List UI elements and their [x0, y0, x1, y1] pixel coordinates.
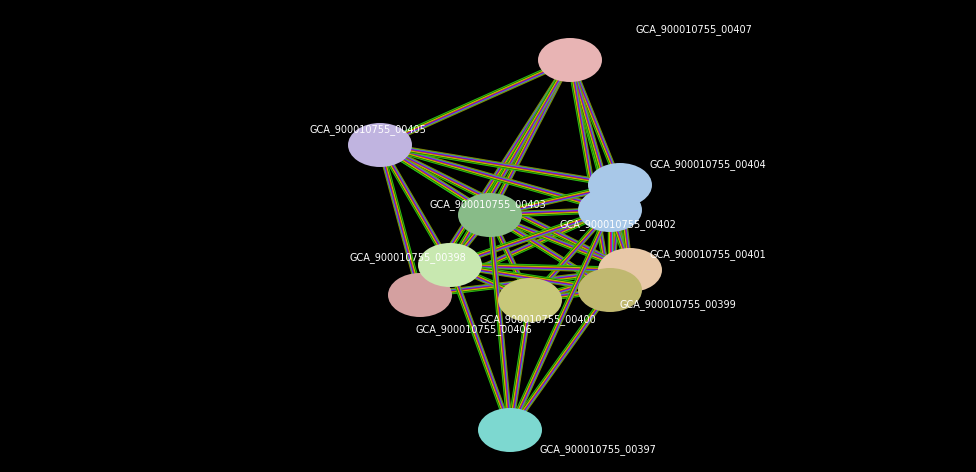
Ellipse shape	[388, 273, 452, 317]
Text: GCA_900010755_00403: GCA_900010755_00403	[430, 200, 547, 211]
Ellipse shape	[588, 163, 652, 207]
Ellipse shape	[418, 243, 482, 287]
Ellipse shape	[538, 38, 602, 82]
Ellipse shape	[578, 188, 642, 232]
Text: GCA_900010755_00400: GCA_900010755_00400	[480, 314, 596, 326]
Ellipse shape	[598, 248, 662, 292]
Text: GCA_900010755_00407: GCA_900010755_00407	[635, 25, 752, 35]
Ellipse shape	[478, 408, 542, 452]
Ellipse shape	[348, 123, 412, 167]
Text: GCA_900010755_00398: GCA_900010755_00398	[350, 253, 467, 263]
Text: GCA_900010755_00405: GCA_900010755_00405	[310, 125, 427, 135]
Text: GCA_900010755_00404: GCA_900010755_00404	[650, 160, 767, 170]
Text: GCA_900010755_00397: GCA_900010755_00397	[540, 445, 657, 455]
Text: GCA_900010755_00402: GCA_900010755_00402	[560, 219, 677, 230]
Text: GCA_900010755_00406: GCA_900010755_00406	[415, 325, 532, 336]
Text: GCA_900010755_00399: GCA_900010755_00399	[620, 300, 737, 311]
Ellipse shape	[458, 193, 522, 237]
Ellipse shape	[498, 278, 562, 322]
Text: GCA_900010755_00401: GCA_900010755_00401	[650, 250, 767, 261]
Ellipse shape	[578, 268, 642, 312]
